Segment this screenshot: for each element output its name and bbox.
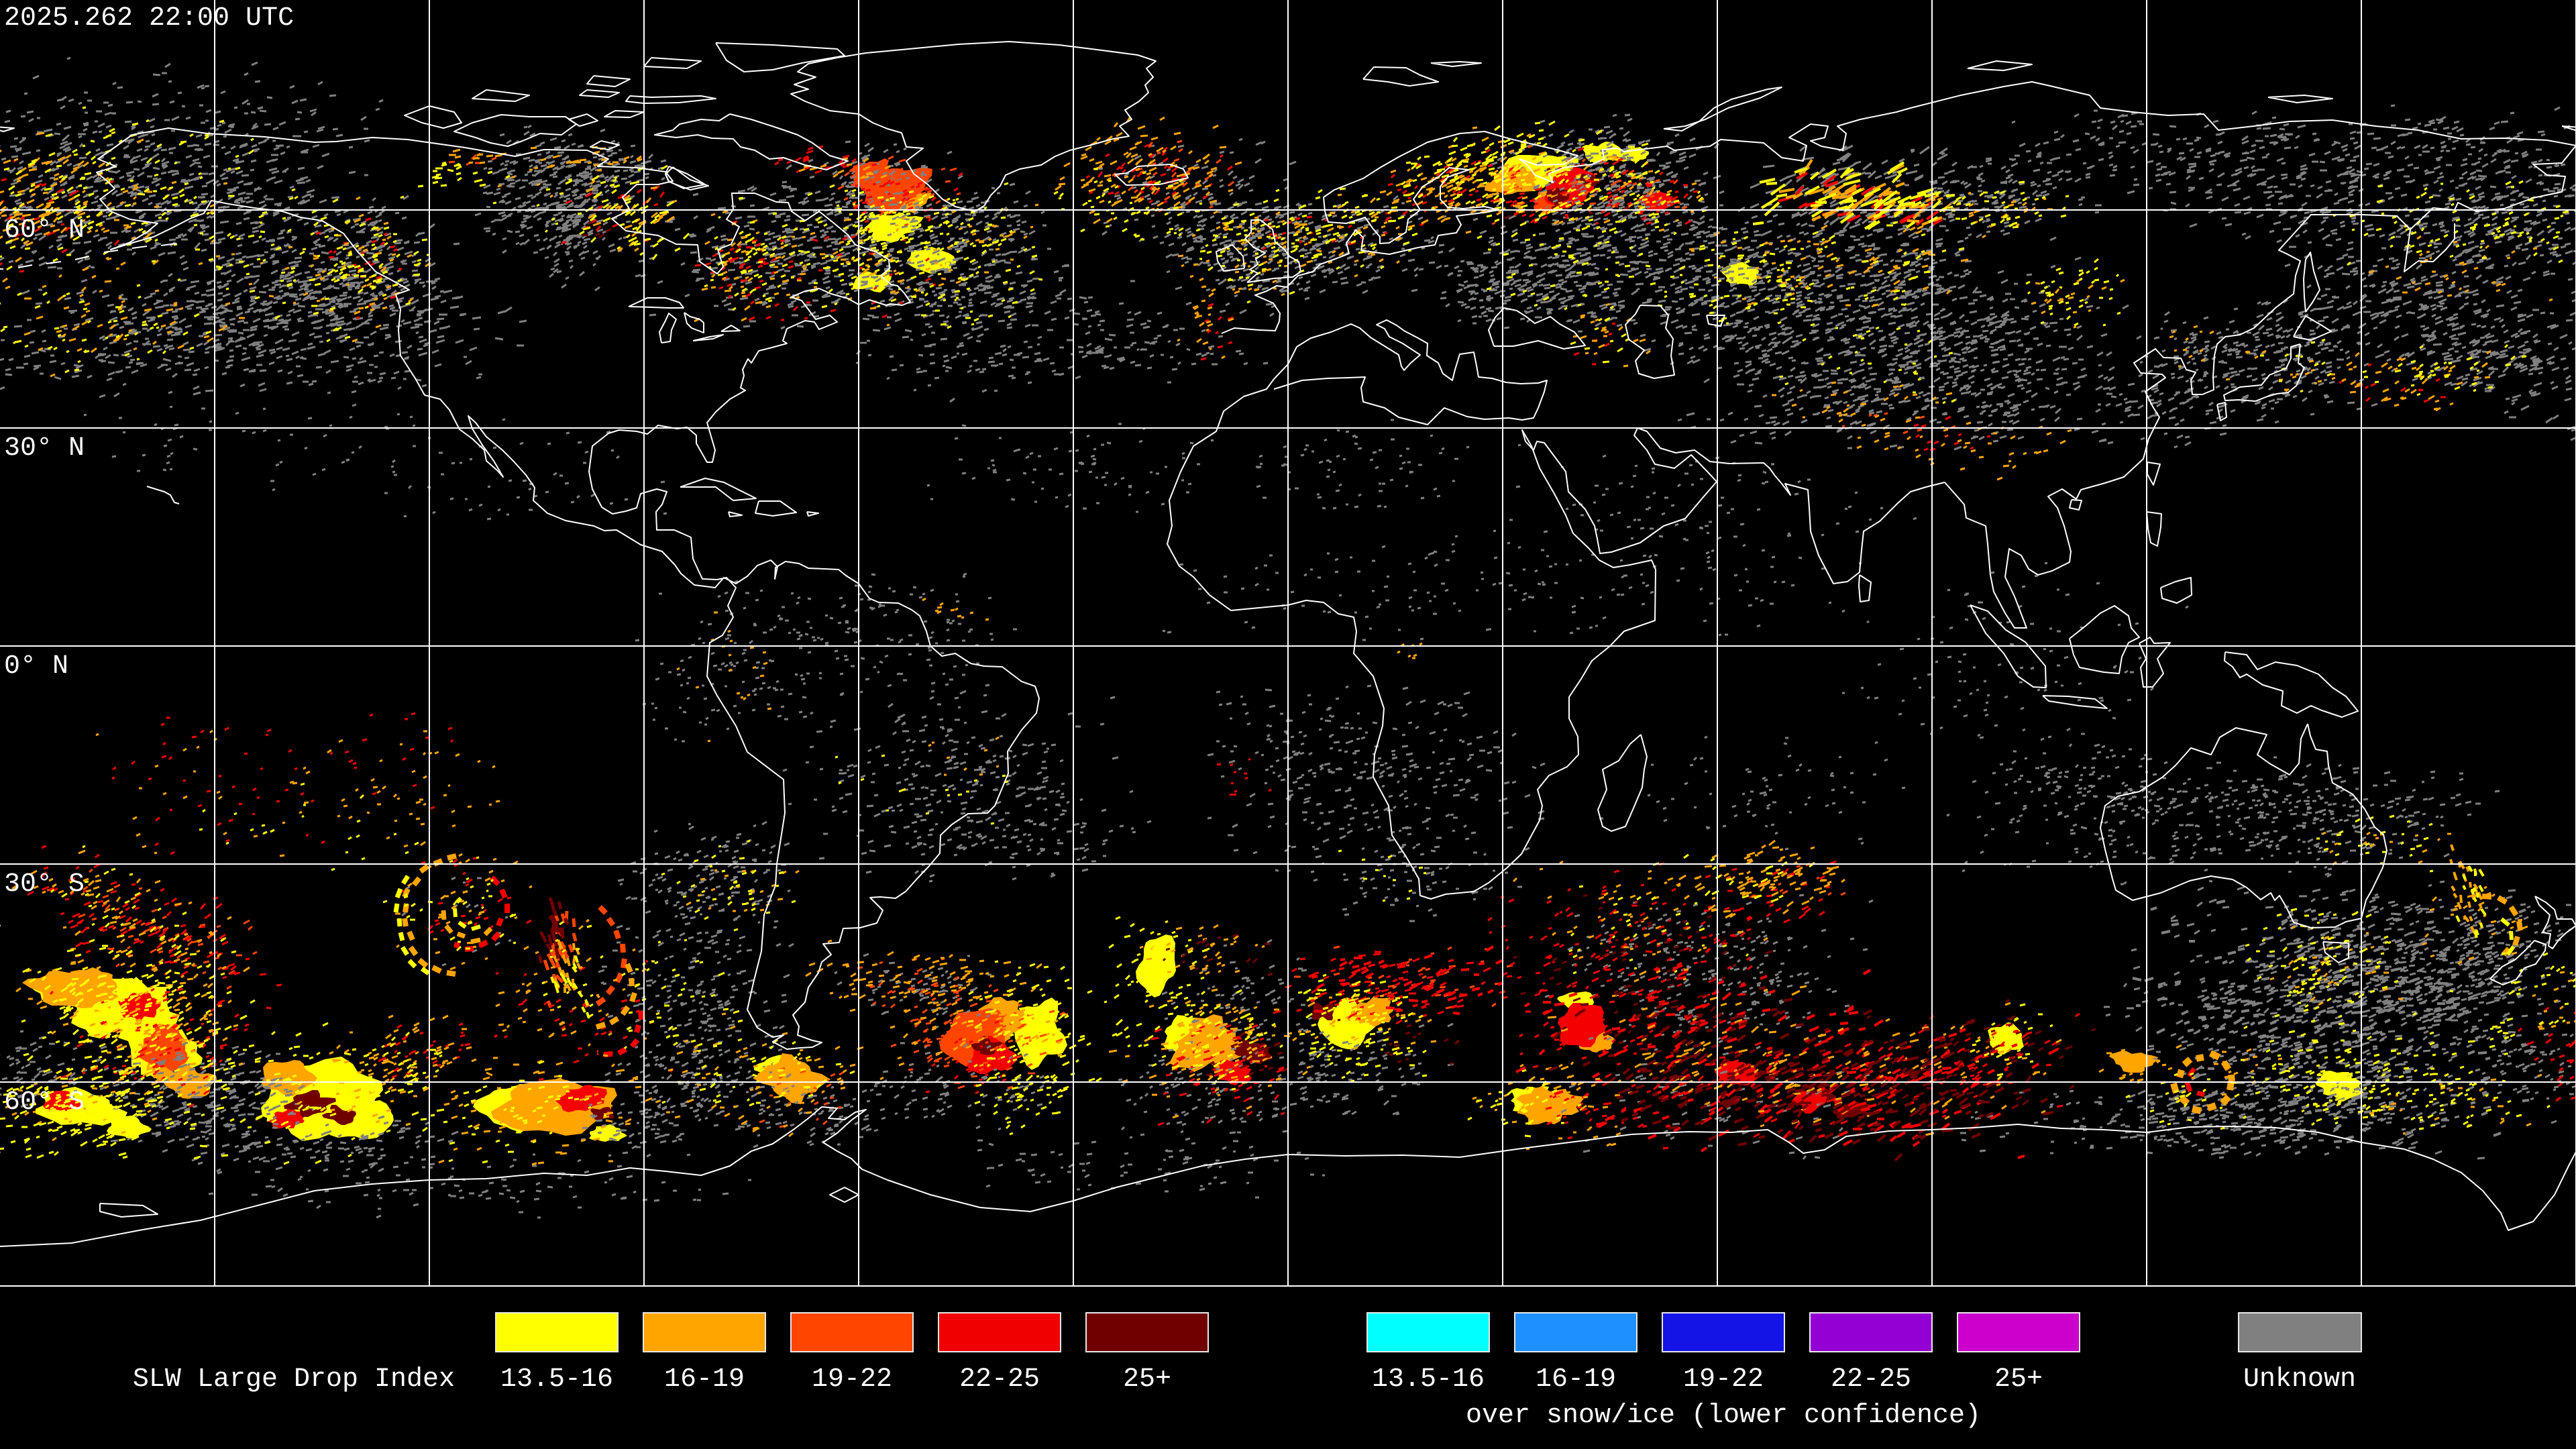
svg-text:19-22: 19-22: [1683, 1364, 1764, 1395]
svg-text:16-19: 16-19: [1536, 1364, 1616, 1395]
svg-text:30° S: 30° S: [4, 869, 85, 900]
svg-text:25+: 25+: [1994, 1364, 2043, 1395]
svg-text:60° S: 60° S: [4, 1087, 85, 1118]
svg-text:Unknown: Unknown: [2243, 1364, 2356, 1395]
svg-text:19-22: 19-22: [812, 1364, 892, 1395]
svg-text:22-25: 22-25: [959, 1364, 1040, 1395]
svg-text:0° N: 0° N: [4, 651, 68, 682]
svg-text:16-19: 16-19: [664, 1364, 745, 1395]
svg-text:SLW Large Drop Index: SLW Large Drop Index: [133, 1364, 455, 1395]
svg-text:13.5-16: 13.5-16: [500, 1364, 613, 1395]
svg-text:2025.262 22:00 UTC: 2025.262 22:00 UTC: [4, 3, 294, 34]
svg-text:60° N: 60° N: [4, 215, 85, 246]
svg-text:over snow/ice (lower confidenc: over snow/ice (lower confidence): [1466, 1401, 1981, 1431]
svg-text:25+: 25+: [1123, 1364, 1171, 1395]
svg-text:30° N: 30° N: [4, 433, 85, 464]
svg-text:13.5-16: 13.5-16: [1372, 1364, 1485, 1395]
svg-text:22-25: 22-25: [1831, 1364, 1911, 1395]
